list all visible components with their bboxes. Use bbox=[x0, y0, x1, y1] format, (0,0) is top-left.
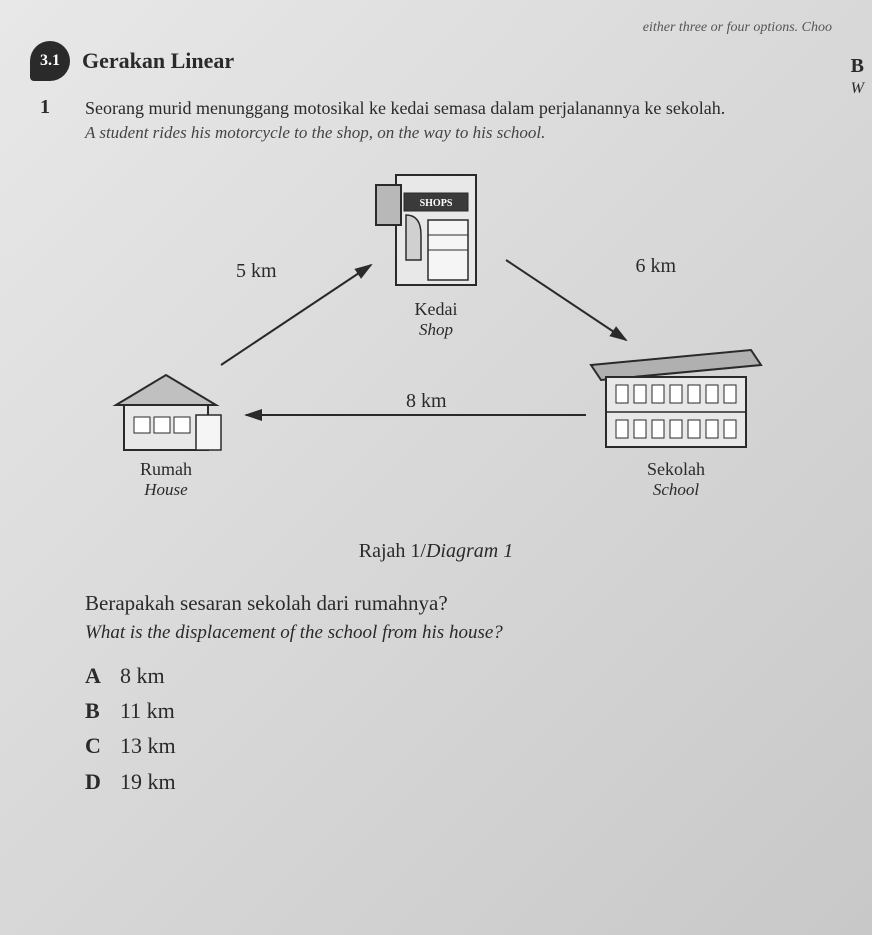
option-letter: C bbox=[85, 728, 120, 763]
shop-building: SHOPS Kedai Shop bbox=[366, 165, 506, 340]
shop-icon: SHOPS bbox=[366, 165, 506, 295]
section-badge: 3.1 bbox=[30, 41, 70, 81]
shop-sign-text: SHOPS bbox=[420, 198, 453, 209]
question-text-ms: Seorang murid menunggang motosikal ke ke… bbox=[85, 96, 802, 121]
option-a: A 8 km bbox=[85, 658, 842, 693]
options-list: A 8 km B 11 km C 13 km D 19 km bbox=[85, 658, 842, 799]
question-number: 1 bbox=[40, 96, 50, 119]
diagram: Rumah House SHOPS Kedai Shop bbox=[86, 165, 786, 525]
shop-label-ms: Kedai bbox=[366, 299, 506, 320]
sub-question-ms: Berapakah sesaran sekolah dari rumahnya? bbox=[85, 588, 842, 620]
sub-question-en: What is the displacement of the school f… bbox=[85, 619, 842, 648]
school-icon bbox=[586, 335, 766, 455]
section-header: 3.1 Gerakan Linear bbox=[30, 41, 842, 81]
house-label-en: House bbox=[106, 480, 226, 500]
school-label-ms: Sekolah bbox=[586, 459, 766, 480]
house-icon bbox=[106, 365, 226, 455]
house-label-ms: Rumah bbox=[106, 459, 226, 480]
question-block: 1 Seorang murid menunggang motosikal ke … bbox=[60, 96, 802, 145]
house-building: Rumah House bbox=[106, 365, 226, 500]
option-value: 11 km bbox=[120, 693, 175, 728]
section-title: Gerakan Linear bbox=[82, 48, 234, 74]
option-value: 13 km bbox=[120, 728, 176, 763]
shop-label-en: Shop bbox=[366, 320, 506, 340]
page-header-fragment: either three or four options. Choo bbox=[30, 20, 842, 36]
option-letter: A bbox=[85, 658, 120, 693]
distance-8km: 8 km bbox=[406, 390, 447, 413]
school-label-en: School bbox=[586, 480, 766, 500]
option-d: D 19 km bbox=[85, 764, 842, 799]
option-b: B 11 km bbox=[85, 693, 842, 728]
margin-letter-b: B bbox=[851, 55, 864, 78]
option-c: C 13 km bbox=[85, 728, 842, 763]
caption-ms: Rajah 1 bbox=[359, 540, 421, 562]
option-value: 8 km bbox=[120, 658, 165, 693]
sub-question: Berapakah sesaran sekolah dari rumahnya?… bbox=[85, 588, 842, 648]
distance-5km: 5 km bbox=[236, 260, 277, 283]
option-letter: D bbox=[85, 764, 120, 799]
distance-6km: 6 km bbox=[635, 255, 676, 278]
school-building: Sekolah School bbox=[586, 335, 766, 500]
option-value: 19 km bbox=[120, 764, 176, 799]
option-letter: B bbox=[85, 693, 120, 728]
margin-letter-w: W bbox=[851, 80, 864, 98]
diagram-caption: Rajah 1/Diagram 1 bbox=[30, 540, 842, 563]
caption-en: Diagram 1 bbox=[426, 540, 513, 562]
question-text-en: A student rides his motorcycle to the sh… bbox=[85, 121, 802, 145]
